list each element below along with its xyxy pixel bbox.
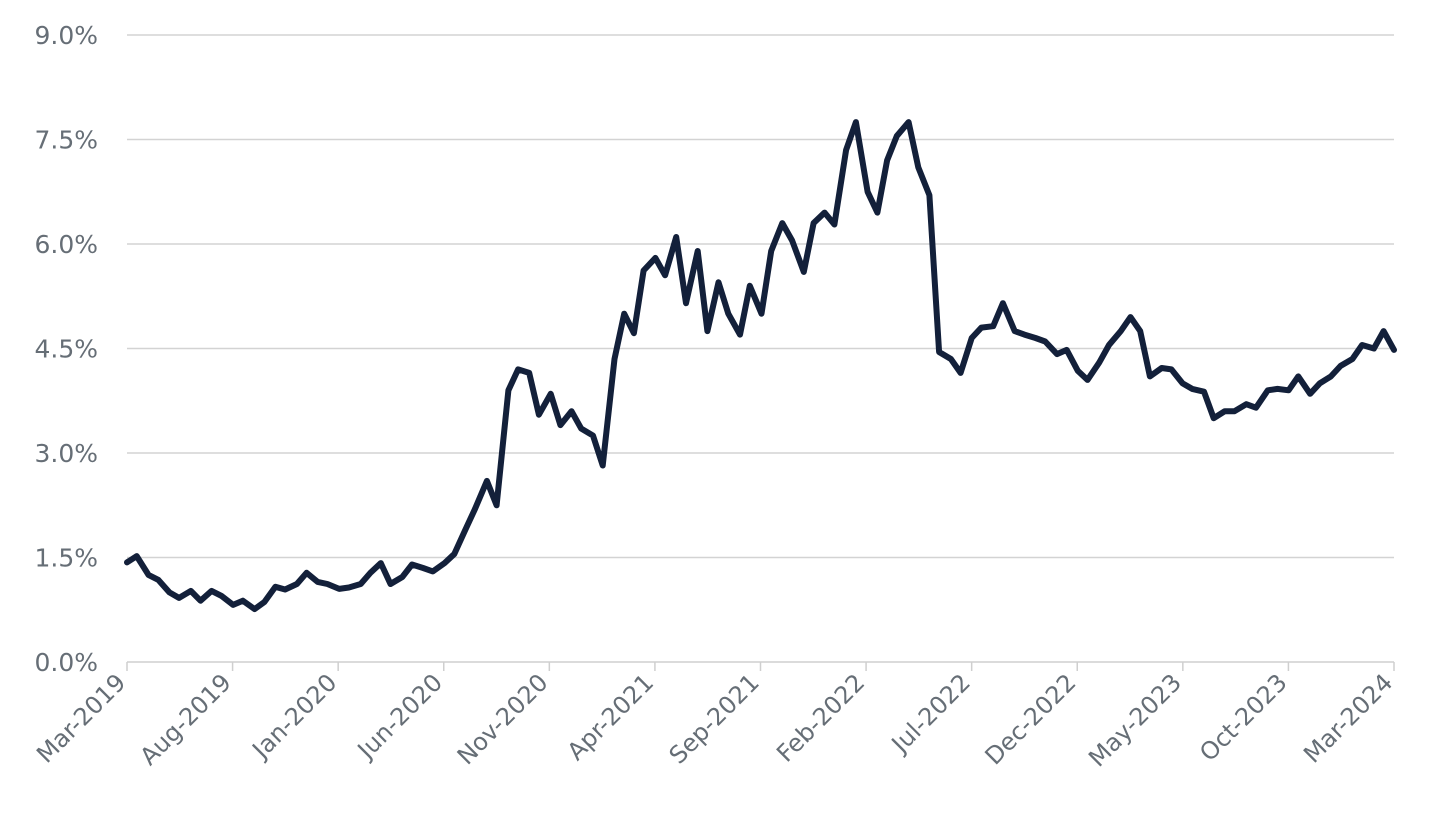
y-axis: 0.0% 1.5% 3.0% 4.5% 6.0% 7.5% 9.0% (34, 21, 98, 677)
x-tick-label: Sep-2021 (664, 668, 765, 769)
x-tick-label: Mar-2019 (31, 668, 131, 768)
y-tick-label: 9.0% (34, 21, 98, 50)
series-group (124, 119, 1397, 613)
x-tick-label: Oct-2023 (1194, 668, 1292, 766)
x-tick-label: May-2023 (1083, 668, 1187, 772)
y-tick-label: 6.0% (34, 230, 98, 259)
y-tick-label: 3.0% (34, 439, 98, 468)
x-tick-label: Jan-2020 (246, 668, 343, 765)
y-tick-label: 7.5% (34, 126, 98, 155)
x-tick-label: Jun-2020 (351, 668, 448, 765)
x-tick-label: Apr-2021 (562, 668, 659, 765)
series-line-0 (124, 119, 1397, 613)
x-tick-label: Jul-2022 (885, 668, 976, 759)
x-tick-label: Feb-2022 (771, 668, 870, 767)
x-tick-label: Nov-2020 (452, 668, 554, 770)
y-tick-label: 4.5% (34, 335, 98, 364)
grid-lines (127, 34, 1394, 559)
x-tick-label: Mar-2024 (1298, 668, 1398, 768)
x-axis: Mar-2019 Aug-2019 Jan-2020 Jun-2020 Nov-2020… (31, 661, 1398, 772)
x-tick-label: Aug-2019 (135, 668, 237, 770)
x-tick-label: Dec-2022 (980, 668, 1082, 770)
y-tick-label: 0.0% (34, 648, 98, 677)
y-tick-label: 1.5% (34, 544, 98, 573)
